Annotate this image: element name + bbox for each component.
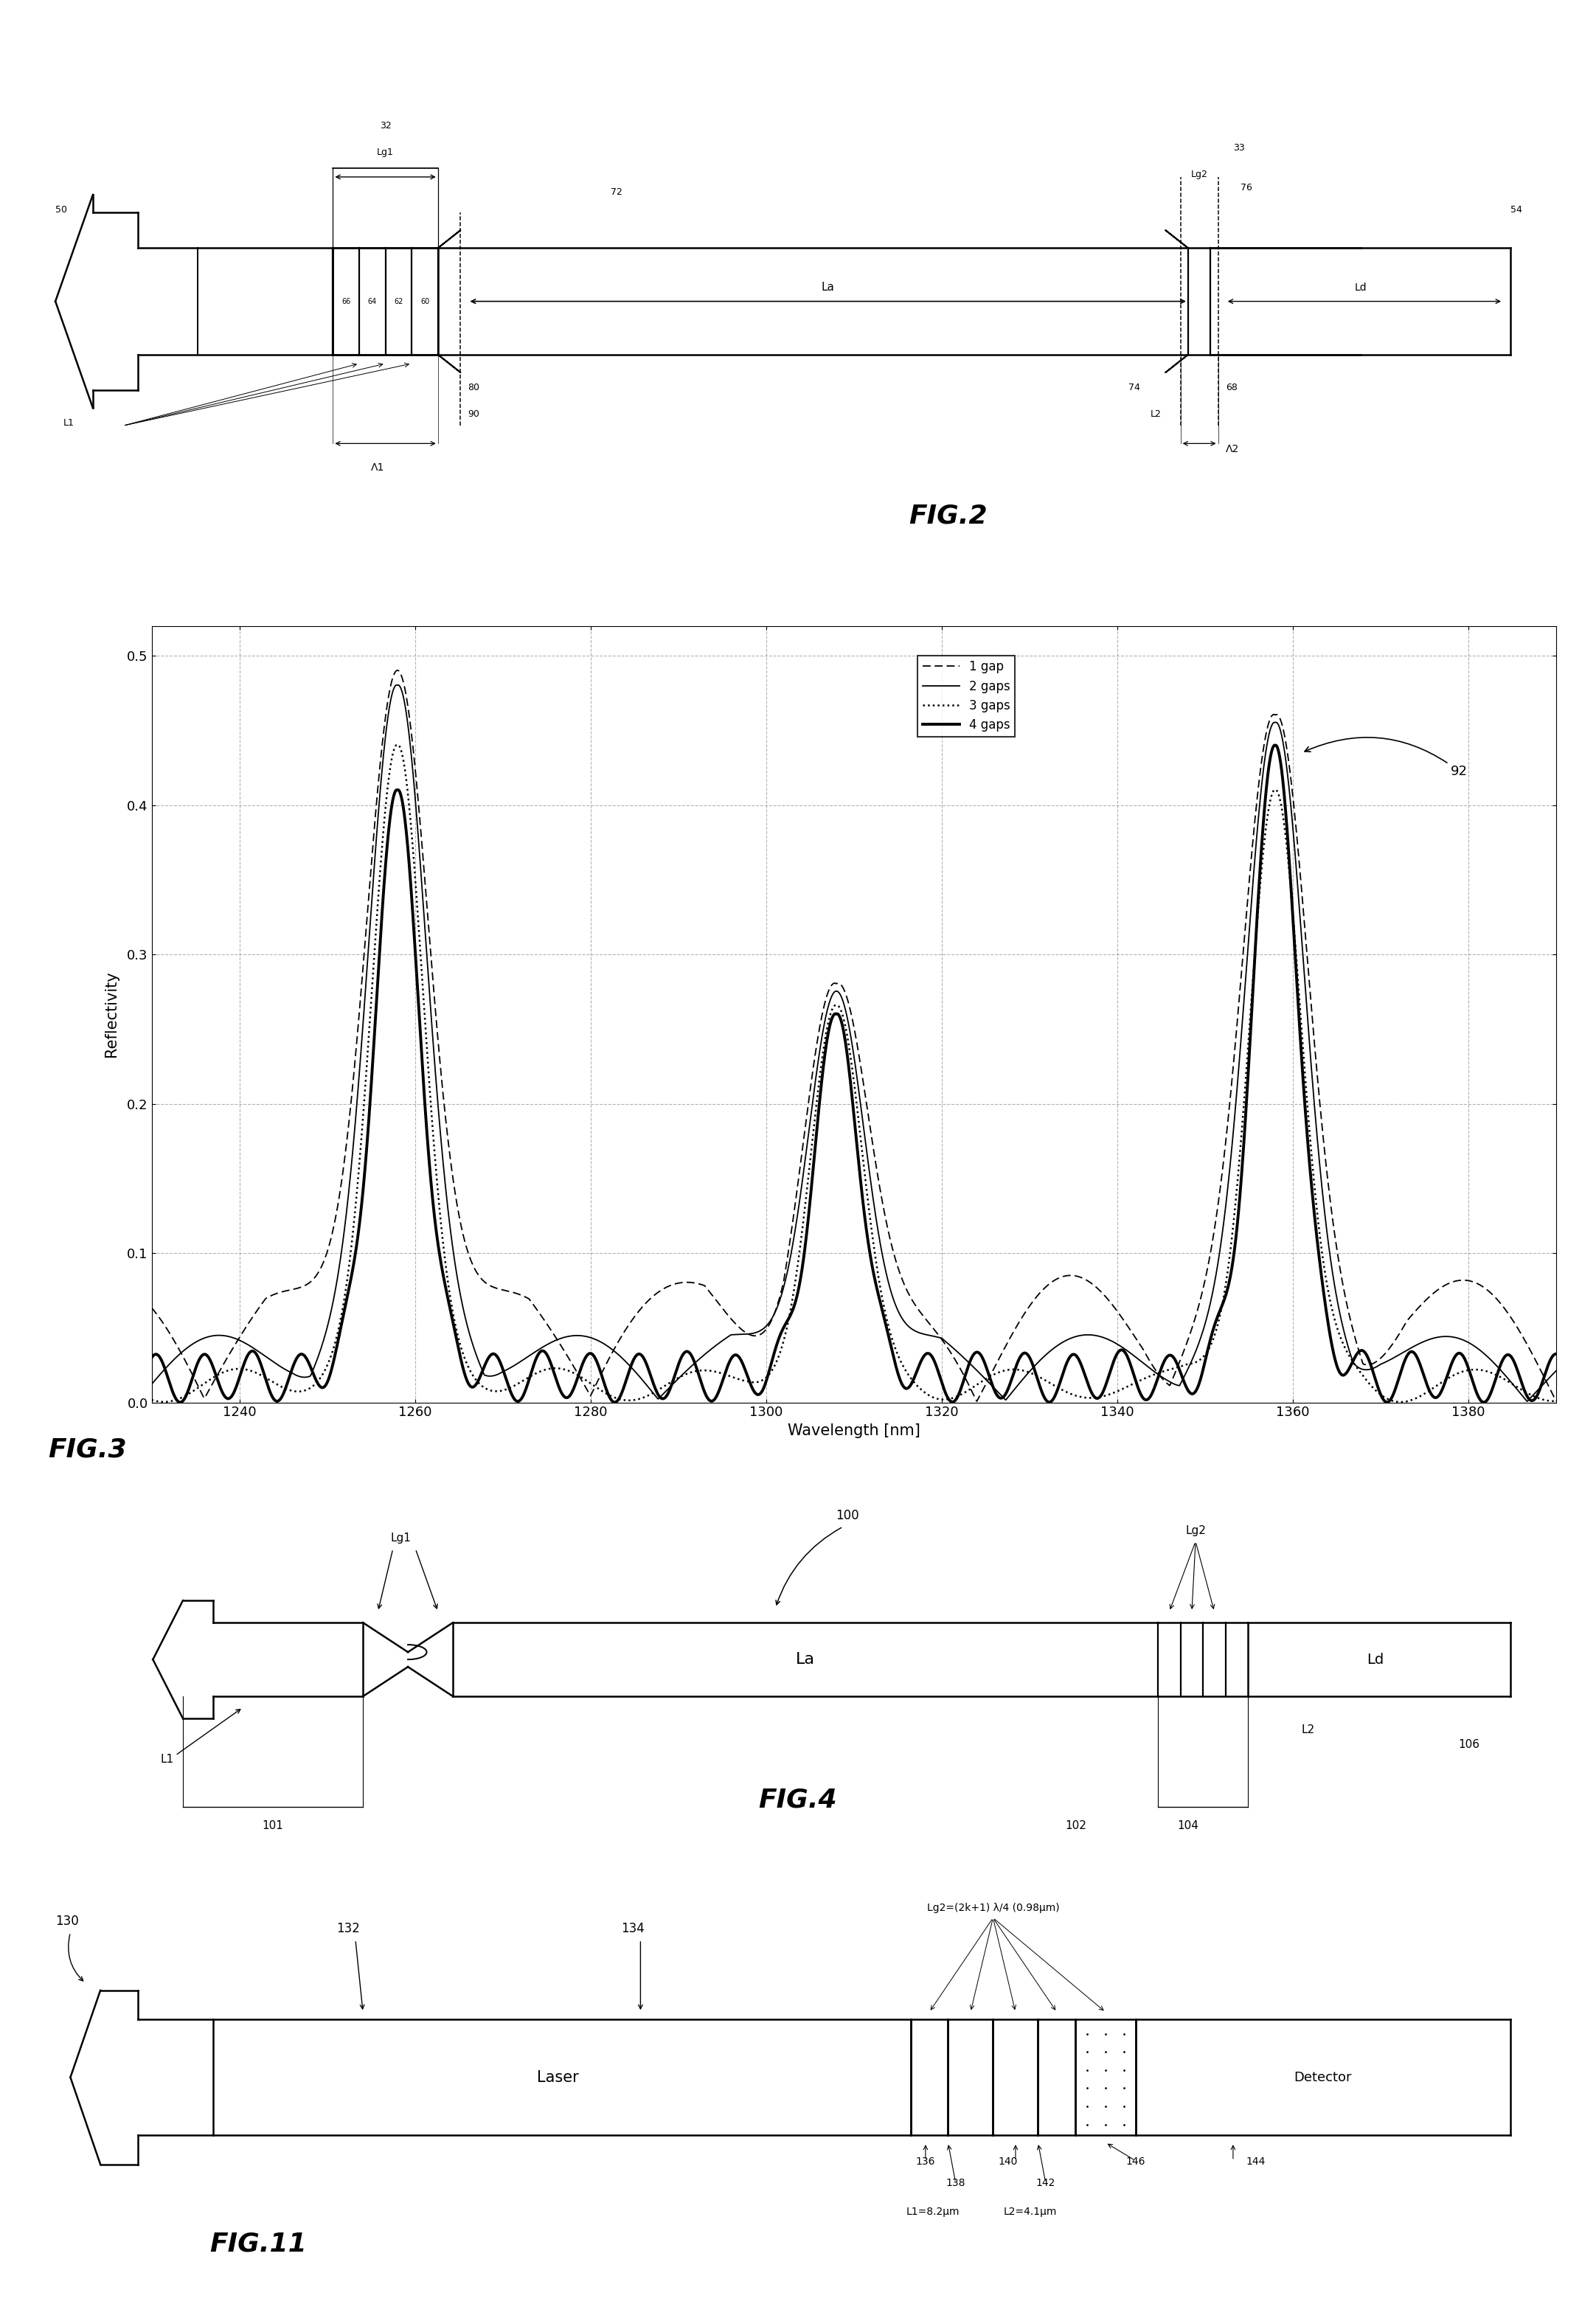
Text: Laser: Laser [536, 2070, 579, 2084]
Text: Ld: Ld [1368, 1653, 1384, 1667]
Text: 142: 142 [1036, 2179, 1055, 2188]
Text: FIG.11: FIG.11 [209, 2232, 306, 2255]
Text: FIG.4: FIG.4 [758, 1787, 838, 1813]
Text: 134: 134 [621, 1922, 645, 1936]
Text: L2=4.1μm: L2=4.1μm [1004, 2207, 1057, 2218]
Text: L2: L2 [1151, 410, 1162, 420]
Text: La: La [822, 280, 835, 292]
Text: L2: L2 [1301, 1725, 1315, 1736]
Text: 90: 90 [468, 410, 480, 420]
Text: L1: L1 [160, 1755, 174, 1764]
Text: 136: 136 [916, 2156, 935, 2167]
Text: 66: 66 [342, 297, 351, 306]
Legend: 1 gap, 2 gaps, 3 gaps, 4 gaps: 1 gap, 2 gaps, 3 gaps, 4 gaps [918, 656, 1015, 737]
Text: 33: 33 [1234, 144, 1245, 153]
Text: 132: 132 [337, 1922, 359, 1936]
Text: 102: 102 [1065, 1820, 1087, 1831]
Text: Λ2: Λ2 [1226, 445, 1238, 454]
Text: 60: 60 [420, 297, 429, 306]
Text: 74: 74 [1128, 382, 1140, 392]
Text: La: La [796, 1653, 816, 1667]
Y-axis label: Reflectivity: Reflectivity [104, 971, 118, 1057]
Text: 50: 50 [56, 204, 67, 216]
X-axis label: Wavelength [nm]: Wavelength [nm] [787, 1423, 921, 1437]
Text: 140: 140 [999, 2156, 1018, 2167]
Text: Λ1: Λ1 [372, 461, 385, 473]
Text: FIG.3: FIG.3 [48, 1437, 126, 1463]
Text: FIG.2: FIG.2 [908, 503, 988, 529]
Text: Detector: Detector [1294, 2070, 1352, 2084]
Text: Lg1: Lg1 [389, 1532, 410, 1544]
Text: 80: 80 [468, 382, 480, 392]
Text: 106: 106 [1459, 1738, 1479, 1750]
Text: 100: 100 [836, 1509, 859, 1523]
Text: 104: 104 [1178, 1820, 1199, 1831]
Text: 68: 68 [1226, 382, 1237, 392]
Text: 138: 138 [946, 2179, 966, 2188]
Text: Lg2: Lg2 [1186, 1525, 1207, 1537]
Text: 146: 146 [1125, 2156, 1146, 2167]
Text: Ld: Ld [1355, 283, 1366, 292]
Text: 72: 72 [610, 188, 622, 197]
Text: 130: 130 [56, 1915, 78, 1929]
Bar [1076, 2019, 1136, 2135]
Text: 101: 101 [262, 1820, 284, 1831]
Text: Lg2=(2k+1) λ/4 (0.98μm): Lg2=(2k+1) λ/4 (0.98μm) [927, 1903, 1060, 1912]
Text: 76: 76 [1240, 183, 1253, 192]
Text: L1: L1 [62, 417, 73, 429]
Text: Lg1: Lg1 [377, 148, 394, 158]
Text: 144: 144 [1246, 2156, 1266, 2167]
Text: Lg2: Lg2 [1191, 169, 1208, 178]
Text: 62: 62 [394, 297, 404, 306]
Text: 32: 32 [380, 121, 391, 130]
Text: L1=8.2μm: L1=8.2μm [907, 2207, 959, 2218]
Text: 54: 54 [1510, 204, 1523, 216]
Text: 64: 64 [367, 297, 377, 306]
Text: 92: 92 [1304, 737, 1468, 779]
